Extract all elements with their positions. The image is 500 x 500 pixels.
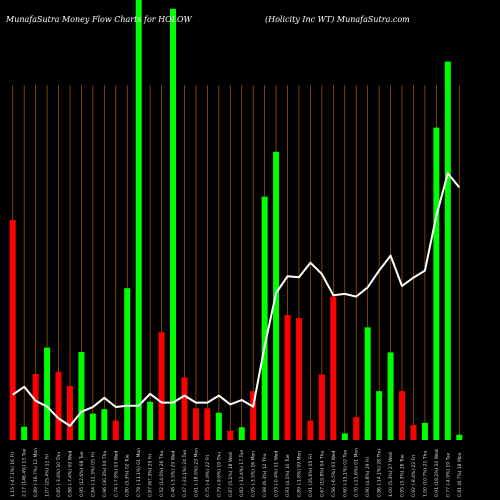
money-flow-bar (410, 425, 417, 440)
money-flow-bar (421, 422, 428, 440)
money-flow-bar (112, 420, 119, 440)
money-flow-bar (147, 401, 154, 440)
money-flow-bar (330, 296, 337, 440)
x-tick-label: 0.89 (-1.8%) 09 Mon (297, 451, 303, 497)
x-tick-label: 0.85 (-3.4%) 10 Thu (56, 452, 62, 497)
x-tick-label: 0.87 (5.1%) 18 Wed (228, 452, 234, 497)
money-flow-bar (66, 385, 73, 440)
money-flow-bar (78, 352, 85, 440)
x-tick-label: 0.90 (4.8%) 29 Fri (365, 457, 371, 497)
x-tick-label: 0.86 (-14.1%) 28 Thu (377, 449, 383, 497)
x-tick-label: 0.87 (67.3%) 29 Fri (148, 454, 154, 497)
x-tick-label: 0.77 (-4.9%) 19 Tue (445, 452, 451, 497)
money-flow-bar (9, 220, 16, 440)
x-tick-label: 1.15 (-47.1%) 16 Fri (10, 452, 16, 497)
x-tick-label: 0.93 (4.1%) 10 Tue (285, 454, 291, 497)
money-flow-bar (170, 8, 177, 441)
money-flow-bar (124, 288, 131, 440)
money-flow-bar (55, 371, 62, 440)
x-tick-label: 0.91 (18.2%) 20 Wed (434, 449, 440, 497)
x-tick-label: 2.17 (146.4%) 13 Tue (22, 448, 28, 497)
x-tick-label: 0.93 (-0.4%) 11 Wed (274, 450, 280, 497)
x-tick-label: 0.60 (-15.1%) 02 Tue (342, 450, 348, 497)
chart-subtitle: (Holicity Inc WT) MunafaSutra.com (265, 15, 410, 24)
money-flow-bar (32, 374, 39, 440)
money-flow-bar (341, 433, 348, 440)
money-flow-bar (433, 127, 440, 440)
money-flow-bar (261, 196, 268, 440)
x-tick-label: 0.67 (19.8%) 04 Thu (319, 451, 325, 497)
chart-title: MunafaSutra Money Flow Charts for HOLOW (5, 15, 193, 24)
x-tick-label: 0.74 (-7.8%) 03 Wed (113, 450, 119, 497)
x-tick-label: 0.92 (-8.4%) 22 Fri (411, 455, 417, 497)
x-tick-label: 0.52 (14.0%) 26 Thu (159, 451, 165, 497)
money-flow-bar (387, 352, 394, 440)
x-tick-labels: 1.15 (-47.1%) 16 Fri 2.17 (146.4%) 13 Tue… (10, 448, 463, 497)
x-tick-label: 0.84 (-12.3%) 05 Fri (90, 452, 96, 497)
money-flow-bar (364, 327, 371, 440)
money-flow-bar (318, 374, 325, 440)
x-tick-label: 1.00 (5.3%) 27 Wed (388, 452, 394, 497)
money-flow-bar (250, 391, 257, 440)
x-tick-label: 0.81 (8.7%) 18 Mon (457, 452, 463, 497)
money-flow-bar (399, 391, 406, 440)
x-tick-label: 0.61 (-18.9%) 23 Mon (193, 448, 199, 497)
money-flow-bar (353, 417, 360, 440)
bar-series (9, 0, 463, 441)
x-tick-label: 0.95 (12.6%) 08 Tue (79, 451, 85, 497)
money-flow-bar (295, 318, 302, 440)
x-tick-label: 0.95 (-3.5%) 16 Mon (251, 451, 257, 497)
money-flow-bar (376, 391, 383, 440)
x-tick-label: 0.95 (3.3%) 26 Tue (400, 454, 406, 497)
money-flow-line (12, 172, 461, 427)
money-flow-bar (192, 408, 199, 440)
money-flow-bar (135, 0, 142, 440)
x-tick-label: 1.00 (10.7%) 21 Thu (422, 451, 428, 497)
x-tick-label: 0.88 (-7.4%) 09 Wed (68, 450, 74, 497)
x-tick-label: 0.47 (-22.1%) 24 Tue (182, 450, 188, 497)
x-tick-label: 0.79 (-9.6%) 19 Thu (216, 452, 222, 497)
x-tick-label: 1.07 (25.4%) 11 Fri (45, 454, 51, 497)
x-tick-label: 0.80 (3.3%) 02 Tue (125, 454, 131, 497)
money-flow-bar (284, 315, 291, 440)
money-flow-bar (227, 430, 234, 440)
money-flow-bar (307, 420, 314, 440)
x-tick-label: 0.91 (35.6%) 05 Fri (308, 454, 314, 497)
money-flow-bar (215, 412, 222, 440)
money-flow-bar (456, 434, 463, 440)
x-tick-label: 0.78 (-11.1%) 01 Mon (136, 448, 142, 497)
x-tick-label: 0.56 (-6.5%) 03 Wed (331, 450, 337, 497)
money-flow-bar (181, 377, 188, 440)
money-flow-bar (21, 426, 28, 440)
x-tick-label: 0.89 (-16.7%) 12 Mon (33, 448, 39, 497)
money-flow-bar (444, 61, 451, 440)
x-tick-label: 0.96 (30.3%) 04 Thu (102, 451, 108, 497)
money-flow-bar (238, 427, 245, 440)
money-flow-bar (44, 347, 51, 440)
money-flow-bar (158, 332, 165, 440)
x-tick-label: 0.83 (-12.4%) 17 Tue (239, 450, 245, 497)
x-tick-label: 0.75 (-4.9%) 22 Fri (205, 455, 211, 497)
x-tick-label: 0.46 (-3.5%) 25 Wed (171, 450, 177, 497)
money-flow-bar (204, 408, 211, 440)
x-tick-label: 0.70 (-21.6%) 01 Mon (354, 448, 360, 497)
money-flow-bar (101, 409, 108, 440)
x-tick-label: 0.98 (6.3%) 12 Thu (262, 453, 268, 497)
money-flow-bar (89, 413, 96, 440)
